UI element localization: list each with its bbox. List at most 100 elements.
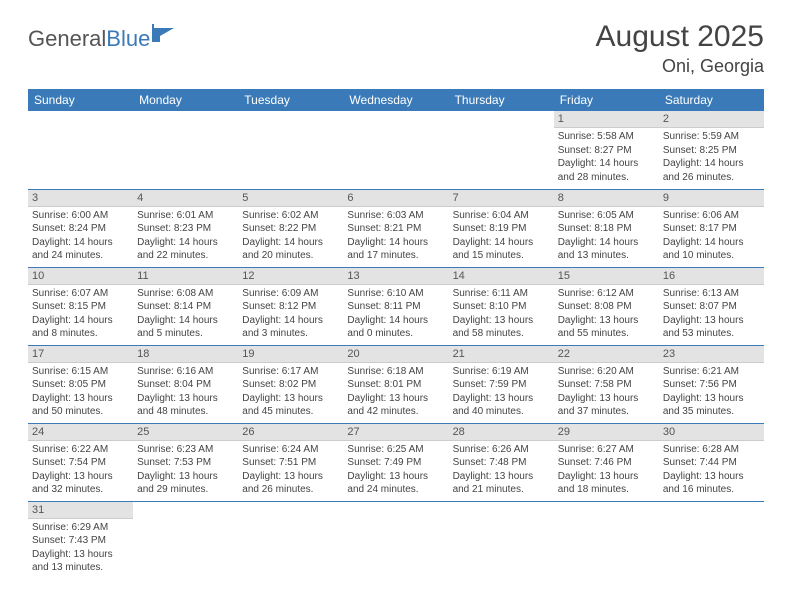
day-content: Sunrise: 6:21 AMSunset: 7:56 PMDaylight:… [659,363,764,423]
sunrise-line: Sunrise: 6:05 AM [558,209,655,223]
calendar-day-cell: 12Sunrise: 6:09 AMSunset: 8:12 PMDayligh… [238,267,343,345]
sunrise-line: Sunrise: 6:17 AM [242,365,339,379]
day-content: Sunrise: 6:26 AMSunset: 7:48 PMDaylight:… [449,441,554,501]
sunrise-line: Sunrise: 6:00 AM [32,209,129,223]
calendar-day-cell: 1Sunrise: 5:58 AMSunset: 8:27 PMDaylight… [554,111,659,189]
calendar-body: 1Sunrise: 5:58 AMSunset: 8:27 PMDaylight… [28,111,764,579]
day-number: 13 [343,268,448,285]
sunset-line: Sunset: 8:14 PM [137,300,234,314]
day-content: Sunrise: 6:28 AMSunset: 7:44 PMDaylight:… [659,441,764,501]
calendar-day-cell: 18Sunrise: 6:16 AMSunset: 8:04 PMDayligh… [133,345,238,423]
day-number: 27 [343,424,448,441]
sunset-line: Sunset: 8:01 PM [347,378,444,392]
sunset-line: Sunset: 7:53 PM [137,456,234,470]
sunset-line: Sunset: 8:07 PM [663,300,760,314]
calendar-day-cell: 4Sunrise: 6:01 AMSunset: 8:23 PMDaylight… [133,189,238,267]
daylight-line: Daylight: 13 hours and 42 minutes. [347,392,444,419]
day-number: 31 [28,502,133,519]
calendar-day-cell: 27Sunrise: 6:25 AMSunset: 7:49 PMDayligh… [343,423,448,501]
sunrise-line: Sunrise: 6:25 AM [347,443,444,457]
sunset-line: Sunset: 8:10 PM [453,300,550,314]
day-content: Sunrise: 6:07 AMSunset: 8:15 PMDaylight:… [28,285,133,345]
calendar-empty-cell [133,111,238,189]
daylight-line: Daylight: 13 hours and 24 minutes. [347,470,444,497]
daylight-line: Daylight: 13 hours and 18 minutes. [558,470,655,497]
logo-text-blue: Blue [106,26,150,52]
sunset-line: Sunset: 8:02 PM [242,378,339,392]
sunrise-line: Sunrise: 6:01 AM [137,209,234,223]
calendar-week-row: 31Sunrise: 6:29 AMSunset: 7:43 PMDayligh… [28,501,764,579]
daylight-line: Daylight: 13 hours and 21 minutes. [453,470,550,497]
daylight-line: Daylight: 13 hours and 32 minutes. [32,470,129,497]
logo-flag-icon [152,24,178,47]
daylight-line: Daylight: 13 hours and 35 minutes. [663,392,760,419]
sunset-line: Sunset: 8:08 PM [558,300,655,314]
calendar-day-cell: 20Sunrise: 6:18 AMSunset: 8:01 PMDayligh… [343,345,448,423]
calendar-empty-cell [449,501,554,579]
sunrise-line: Sunrise: 6:18 AM [347,365,444,379]
calendar-day-cell: 8Sunrise: 6:05 AMSunset: 8:18 PMDaylight… [554,189,659,267]
sunset-line: Sunset: 8:04 PM [137,378,234,392]
sunset-line: Sunset: 8:21 PM [347,222,444,236]
sunset-line: Sunset: 7:59 PM [453,378,550,392]
day-number: 18 [133,346,238,363]
calendar-day-cell: 10Sunrise: 6:07 AMSunset: 8:15 PMDayligh… [28,267,133,345]
day-content: Sunrise: 6:17 AMSunset: 8:02 PMDaylight:… [238,363,343,423]
weekday-header: Tuesday [238,89,343,111]
calendar-empty-cell [238,111,343,189]
sunrise-line: Sunrise: 6:27 AM [558,443,655,457]
day-number: 1 [554,111,659,128]
calendar-week-row: 3Sunrise: 6:00 AMSunset: 8:24 PMDaylight… [28,189,764,267]
calendar-day-cell: 17Sunrise: 6:15 AMSunset: 8:05 PMDayligh… [28,345,133,423]
calendar-day-cell: 30Sunrise: 6:28 AMSunset: 7:44 PMDayligh… [659,423,764,501]
day-number: 4 [133,190,238,207]
month-title: August 2025 [596,20,764,54]
day-content: Sunrise: 6:00 AMSunset: 8:24 PMDaylight:… [28,207,133,267]
day-content: Sunrise: 6:24 AMSunset: 7:51 PMDaylight:… [238,441,343,501]
calendar-week-row: 24Sunrise: 6:22 AMSunset: 7:54 PMDayligh… [28,423,764,501]
sunset-line: Sunset: 8:24 PM [32,222,129,236]
calendar-day-cell: 26Sunrise: 6:24 AMSunset: 7:51 PMDayligh… [238,423,343,501]
day-content: Sunrise: 6:16 AMSunset: 8:04 PMDaylight:… [133,363,238,423]
day-content: Sunrise: 6:18 AMSunset: 8:01 PMDaylight:… [343,363,448,423]
weekday-header: Friday [554,89,659,111]
title-block: August 2025 Oni, Georgia [596,20,764,77]
day-number: 15 [554,268,659,285]
day-content: Sunrise: 6:05 AMSunset: 8:18 PMDaylight:… [554,207,659,267]
sunset-line: Sunset: 7:49 PM [347,456,444,470]
daylight-line: Daylight: 14 hours and 13 minutes. [558,236,655,263]
day-number: 21 [449,346,554,363]
day-content: Sunrise: 6:27 AMSunset: 7:46 PMDaylight:… [554,441,659,501]
logo: GeneralBlue [28,26,178,52]
sunset-line: Sunset: 7:46 PM [558,456,655,470]
day-content: Sunrise: 5:59 AMSunset: 8:25 PMDaylight:… [659,128,764,188]
calendar-week-row: 10Sunrise: 6:07 AMSunset: 8:15 PMDayligh… [28,267,764,345]
day-content: Sunrise: 6:19 AMSunset: 7:59 PMDaylight:… [449,363,554,423]
day-number: 8 [554,190,659,207]
sunrise-line: Sunrise: 6:06 AM [663,209,760,223]
sunrise-line: Sunrise: 6:10 AM [347,287,444,301]
day-number: 12 [238,268,343,285]
calendar-table: SundayMondayTuesdayWednesdayThursdayFrid… [28,89,764,579]
calendar-empty-cell [449,111,554,189]
day-number: 25 [133,424,238,441]
calendar-day-cell: 9Sunrise: 6:06 AMSunset: 8:17 PMDaylight… [659,189,764,267]
sunrise-line: Sunrise: 6:02 AM [242,209,339,223]
calendar-day-cell: 21Sunrise: 6:19 AMSunset: 7:59 PMDayligh… [449,345,554,423]
calendar-day-cell: 7Sunrise: 6:04 AMSunset: 8:19 PMDaylight… [449,189,554,267]
day-content: Sunrise: 6:25 AMSunset: 7:49 PMDaylight:… [343,441,448,501]
sunset-line: Sunset: 8:15 PM [32,300,129,314]
calendar-day-cell: 22Sunrise: 6:20 AMSunset: 7:58 PMDayligh… [554,345,659,423]
daylight-line: Daylight: 13 hours and 55 minutes. [558,314,655,341]
sunset-line: Sunset: 7:44 PM [663,456,760,470]
sunrise-line: Sunrise: 6:08 AM [137,287,234,301]
day-number: 7 [449,190,554,207]
sunset-line: Sunset: 8:11 PM [347,300,444,314]
day-number: 11 [133,268,238,285]
sunset-line: Sunset: 8:27 PM [558,144,655,158]
daylight-line: Daylight: 14 hours and 0 minutes. [347,314,444,341]
calendar-empty-cell [659,501,764,579]
sunrise-line: Sunrise: 6:22 AM [32,443,129,457]
sunset-line: Sunset: 7:56 PM [663,378,760,392]
day-content: Sunrise: 6:22 AMSunset: 7:54 PMDaylight:… [28,441,133,501]
